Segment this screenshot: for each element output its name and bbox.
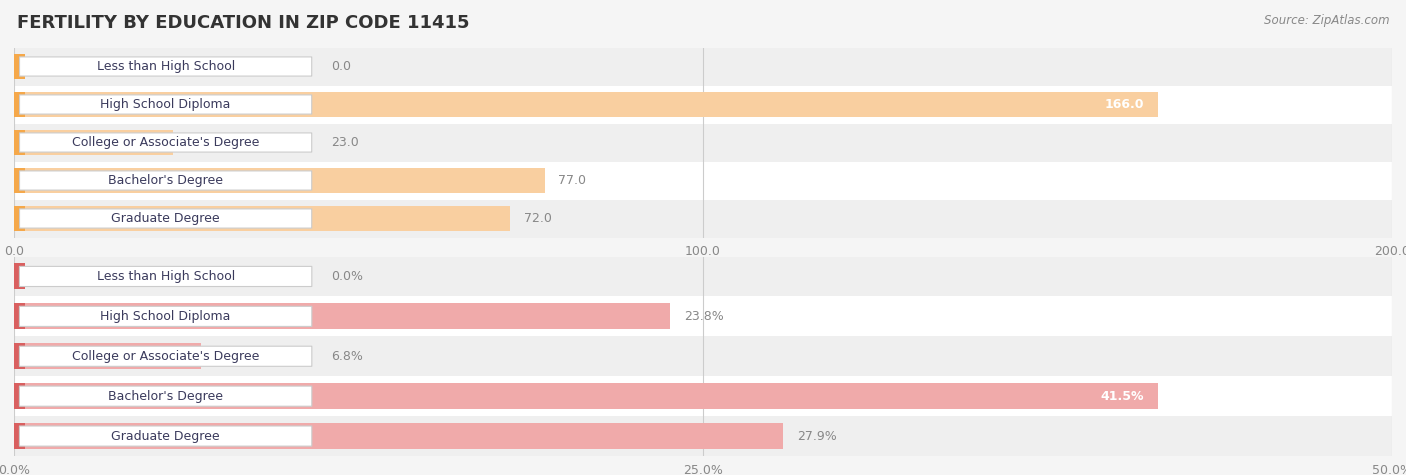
Text: Less than High School: Less than High School	[97, 60, 235, 73]
Bar	[14, 296, 1392, 336]
Bar	[14, 130, 25, 155]
Bar	[14, 162, 1392, 199]
Bar	[14, 256, 1392, 296]
Text: 72.0: 72.0	[524, 212, 551, 225]
Bar	[14, 206, 510, 231]
Bar	[14, 304, 669, 329]
Text: FERTILITY BY EDUCATION IN ZIP CODE 11415: FERTILITY BY EDUCATION IN ZIP CODE 11415	[17, 14, 470, 32]
Text: 23.0: 23.0	[330, 136, 359, 149]
Bar	[14, 206, 25, 231]
Text: 166.0: 166.0	[1105, 98, 1144, 111]
FancyBboxPatch shape	[20, 426, 312, 446]
Bar	[14, 343, 25, 369]
Bar	[14, 54, 25, 79]
Bar	[14, 336, 1392, 376]
Bar	[14, 200, 1392, 238]
Text: Bachelor's Degree: Bachelor's Degree	[108, 174, 224, 187]
Bar	[14, 383, 25, 409]
Text: Source: ZipAtlas.com: Source: ZipAtlas.com	[1264, 14, 1389, 27]
FancyBboxPatch shape	[20, 133, 312, 152]
Bar	[14, 92, 1157, 117]
Text: 77.0: 77.0	[558, 174, 586, 187]
Text: 6.8%: 6.8%	[330, 350, 363, 363]
FancyBboxPatch shape	[20, 209, 312, 228]
FancyBboxPatch shape	[20, 171, 312, 190]
Bar	[14, 124, 1392, 162]
Bar	[14, 48, 1392, 86]
Bar	[14, 264, 25, 289]
Bar	[14, 423, 783, 449]
Text: Less than High School: Less than High School	[97, 270, 235, 283]
Text: 0.0: 0.0	[330, 60, 352, 73]
Text: 0.0%: 0.0%	[330, 270, 363, 283]
Bar	[14, 168, 25, 193]
Text: High School Diploma: High School Diploma	[100, 310, 231, 323]
Text: 23.8%: 23.8%	[683, 310, 724, 323]
Text: 41.5%: 41.5%	[1101, 390, 1144, 403]
Text: 27.9%: 27.9%	[797, 429, 837, 443]
Text: Graduate Degree: Graduate Degree	[111, 212, 219, 225]
Text: High School Diploma: High School Diploma	[100, 98, 231, 111]
Bar	[14, 416, 1392, 456]
Text: College or Associate's Degree: College or Associate's Degree	[72, 136, 259, 149]
FancyBboxPatch shape	[20, 386, 312, 406]
FancyBboxPatch shape	[20, 346, 312, 366]
Bar	[14, 383, 1157, 409]
Bar	[14, 168, 544, 193]
FancyBboxPatch shape	[20, 57, 312, 76]
Bar	[14, 423, 25, 449]
Bar	[14, 130, 173, 155]
Bar	[14, 86, 1392, 124]
Text: College or Associate's Degree: College or Associate's Degree	[72, 350, 259, 363]
Text: Bachelor's Degree: Bachelor's Degree	[108, 390, 224, 403]
FancyBboxPatch shape	[20, 306, 312, 326]
Bar	[14, 343, 201, 369]
Text: Graduate Degree: Graduate Degree	[111, 429, 219, 443]
FancyBboxPatch shape	[20, 95, 312, 114]
Bar	[14, 376, 1392, 416]
Bar	[14, 92, 25, 117]
FancyBboxPatch shape	[20, 266, 312, 286]
Bar	[14, 304, 25, 329]
